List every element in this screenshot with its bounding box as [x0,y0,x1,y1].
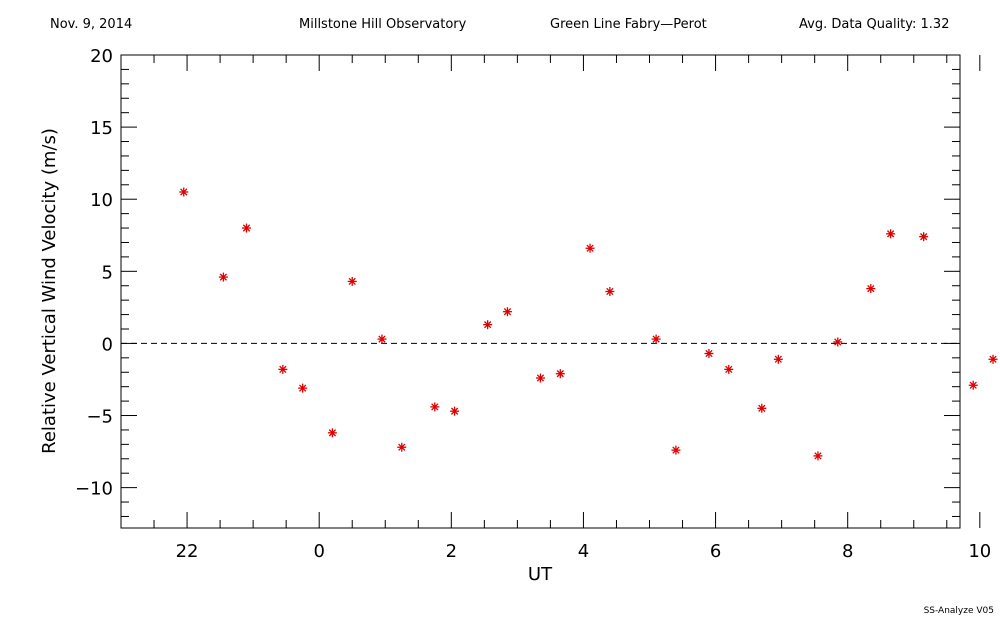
data-point-marker [278,364,288,374]
plot-frame [120,54,961,529]
software-version-label: SS-Analyze V05 [923,606,994,616]
data-point-marker [968,380,978,390]
tick-labels: −10 −5 0 5 10 15 20 22 0 2 4 6 8 10 [75,46,991,562]
data-point-marker [585,243,595,253]
data-point-marker [377,334,387,344]
data-point-marker [179,187,189,197]
data-point-marker [327,428,337,438]
data-point-marker [919,232,929,242]
data-point-marker [813,451,823,461]
data-point-marker [605,287,615,296]
x-tick-label: 22 [176,541,199,562]
x-tick-label: 10 [968,541,991,562]
y-tick-label: 5 [102,262,113,283]
instrument-label: Green Line Fabry—Perot [550,17,707,32]
y-tick-label: 0 [102,334,113,355]
data-point-marker [651,334,661,344]
data-point-marker [347,276,357,286]
data-point-marker [724,364,734,374]
data-point-marker [483,320,493,330]
data-point-marker [671,445,681,455]
data-point-marker [397,442,407,452]
observatory-label: Millstone Hill Observatory [299,17,467,32]
y-tick-label: 20 [90,46,113,67]
y-axis-label: Relative Vertical Wind Velocity (m/s) [39,128,60,454]
data-point-marker [757,403,767,413]
x-tick-label: 2 [446,541,457,562]
axis-ticks [121,54,981,528]
x-axis-label: UT [528,564,553,585]
x-tick-label: 4 [578,541,589,562]
y-tick-label: 10 [90,190,113,211]
data-point-marker [555,369,565,379]
data-point-marker [866,284,876,294]
data-point-marker [536,373,545,383]
data-point-marker [988,354,998,364]
data-point-marker [773,354,783,364]
date-label: Nov. 9, 2014 [50,17,133,32]
y-tick-label: −10 [75,479,113,500]
data-point-marker [833,337,843,347]
data-quality-label: Avg. Data Quality: 1.32 [799,17,950,32]
data-points [179,187,998,461]
data-point-marker [704,349,714,359]
y-tick-label: 15 [90,118,113,139]
data-point-marker [450,406,460,416]
data-point-marker [298,383,308,393]
x-tick-label: 8 [842,541,853,562]
data-point-marker [430,402,440,412]
data-point-marker [502,307,512,317]
data-point-marker [218,272,228,282]
y-tick-label: −5 [86,407,113,428]
x-tick-label: 0 [313,541,324,562]
data-point-marker [886,229,896,239]
x-tick-label: 6 [710,541,721,562]
data-point-marker [242,223,252,233]
